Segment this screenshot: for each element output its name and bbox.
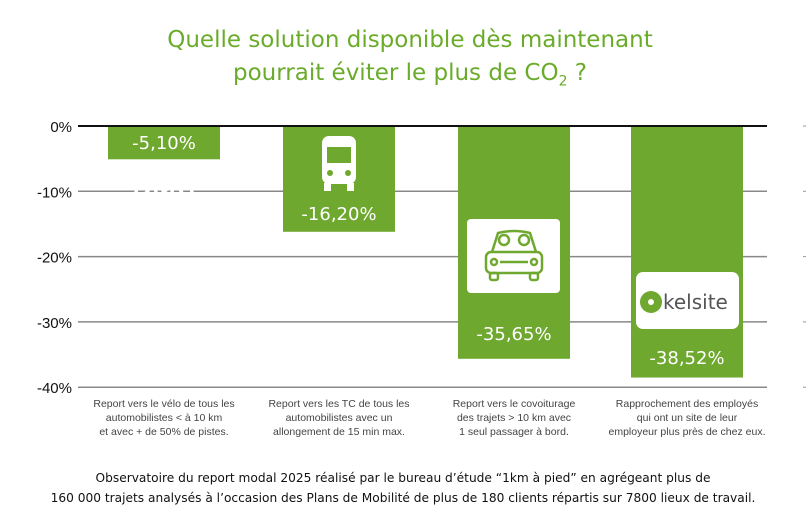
bar-group: -16,20% bbox=[283, 127, 395, 232]
headlight bbox=[529, 257, 539, 267]
bar-value-label: -16,20% bbox=[301, 204, 376, 225]
chart-title: Quelle solution disponible dès maintenan… bbox=[0, 24, 806, 99]
category-label-line: et avec + de 50% de pistes. bbox=[99, 426, 228, 438]
title-text: pourrait éviter le plus de CO bbox=[232, 60, 559, 86]
bar-value-label: -38,52% bbox=[649, 348, 724, 369]
footer-line-1: Observatoire du report modal 2025 réalis… bbox=[95, 471, 711, 485]
wheel bbox=[134, 181, 158, 205]
bar-value-label: -5,10% bbox=[132, 133, 196, 154]
bar-chart: 0% -10% -20% -30% -40% -5,10% Report vers le v… bbox=[37, 119, 806, 438]
bus-wheel bbox=[347, 183, 354, 191]
category-label-line: Rapprochement des employés bbox=[616, 398, 758, 410]
wheel bbox=[170, 181, 194, 205]
title-line-2: pourrait éviter le plus de CO2 ? bbox=[0, 57, 806, 99]
bus-icon bbox=[322, 136, 356, 191]
bus-light bbox=[327, 170, 333, 176]
kelsite-logo: kelsite bbox=[636, 272, 739, 329]
logo-text: kelsite bbox=[663, 290, 728, 314]
bus-wheel bbox=[324, 183, 331, 191]
category-label-line: qui ont un site de leur bbox=[637, 412, 738, 424]
bar-value-label: -35,65% bbox=[476, 324, 551, 345]
bicycle-icon bbox=[134, 170, 194, 205]
y-tick-label: -10% bbox=[37, 184, 72, 201]
bar-group: -38,52% kelsite bbox=[631, 127, 743, 378]
car-wheel bbox=[488, 271, 500, 282]
logo-box bbox=[636, 272, 739, 329]
bar-group: -35,65% bbox=[458, 127, 570, 359]
category-label-line: Report vers le covoiturage bbox=[453, 398, 576, 410]
car-wheel bbox=[528, 271, 540, 282]
title-end: ? bbox=[567, 60, 588, 86]
frame bbox=[144, 170, 184, 197]
logo-dot bbox=[648, 299, 654, 305]
category-label-line: allongement de 15 min max. bbox=[273, 426, 405, 438]
category-label-line: Report vers le vélo de tous les bbox=[93, 398, 234, 410]
carpool-icon bbox=[467, 219, 560, 293]
y-tick-label: -20% bbox=[37, 250, 72, 267]
footer-line-2: 160 000 trajets analysés à l’occasion de… bbox=[50, 491, 756, 505]
category-label-line: Report vers les TC de tous les bbox=[268, 398, 409, 410]
y-tick-label: -40% bbox=[37, 380, 72, 397]
y-tick-label: -30% bbox=[37, 315, 72, 332]
category-label-line: des trajets > 10 km avec bbox=[457, 412, 571, 424]
passenger bbox=[497, 233, 511, 247]
car-roof bbox=[490, 229, 538, 253]
y-tick-label: 0% bbox=[50, 119, 72, 136]
bar-group: -5,10% bbox=[108, 127, 220, 205]
bar bbox=[631, 127, 743, 378]
bus-window bbox=[327, 147, 351, 163]
passenger bbox=[517, 233, 531, 247]
category-label-line: 1 seul passager à bord. bbox=[459, 426, 569, 438]
category-label-line: employeur plus près de chez eux. bbox=[608, 426, 765, 438]
headlight bbox=[489, 257, 499, 267]
bus-light bbox=[345, 170, 351, 176]
title-subscript: 2 bbox=[558, 73, 568, 90]
car-body bbox=[484, 250, 544, 275]
bar bbox=[108, 127, 220, 160]
category-label-line: automobilistes < à 10 km bbox=[106, 412, 223, 424]
title-line-1: Quelle solution disponible dès maintenan… bbox=[167, 27, 653, 53]
footer-note: Observatoire du report modal 2025 réalis… bbox=[0, 468, 806, 508]
category-label-line: automobilistes avec un bbox=[286, 412, 393, 424]
